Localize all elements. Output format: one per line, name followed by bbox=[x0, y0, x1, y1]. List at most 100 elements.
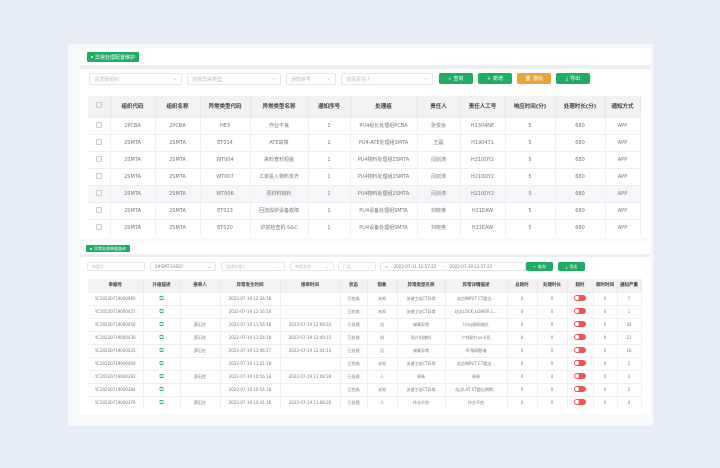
upgrade-cell[interactable]: ⧉ bbox=[143, 369, 181, 383]
column-header[interactable]: 处理时长(分) bbox=[555, 96, 606, 117]
type-select[interactable]: 选择异常类型 ⌄ bbox=[187, 73, 281, 85]
column-header[interactable]: 通知方式 bbox=[605, 96, 641, 117]
table-cell: 0 bbox=[537, 369, 568, 383]
table-row[interactable]: YC20220719000400 ⧉ 2022-07-19 11:01:18 已完成未… bbox=[88, 356, 642, 370]
timeout-toggle[interactable] bbox=[574, 295, 586, 301]
column-header[interactable]: 组织名称 bbox=[155, 96, 201, 117]
select-all-checkbox[interactable] bbox=[88, 96, 111, 117]
column-header[interactable]: 接单人 bbox=[180, 279, 221, 292]
upgrade-icon[interactable]: ⧉ bbox=[159, 294, 164, 302]
timeout-toggle[interactable] bbox=[574, 308, 586, 314]
column-header[interactable]: 责任人 bbox=[417, 96, 461, 117]
add-button[interactable]: + 新增 bbox=[478, 73, 512, 84]
column-header[interactable]: 状态 bbox=[340, 279, 368, 292]
table-row[interactable]: YC20220719000457 ⧉ 2022-07-19 12:16:18 已完成未… bbox=[88, 304, 642, 318]
table-row[interactable]: 2SMTA 2SMTA WT006 原材料缺料 1 PU4物料处理组2SMTA 闫剑涛 H21… bbox=[88, 184, 641, 202]
timeout-toggle[interactable] bbox=[574, 347, 586, 353]
table-row[interactable]: 2SMTA 2SMTA ET014 ATE故障 1 PU4-ATE处理组SMTA 王磊 H19… bbox=[88, 133, 641, 151]
upgrade-icon[interactable]: ⧉ bbox=[159, 359, 164, 367]
handler-select[interactable]: 选择处理人 ⌄ bbox=[221, 262, 285, 271]
column-header[interactable]: 异常类型名称 bbox=[397, 279, 446, 292]
table-cell: 0 bbox=[507, 304, 538, 318]
timeout-toggle[interactable] bbox=[574, 334, 586, 340]
upgrade-icon[interactable]: ⧉ bbox=[159, 346, 164, 354]
table-row[interactable]: YC20220719000392 ⧉ 薛石柱 2022-07-19 10:56:18 2… bbox=[88, 369, 642, 383]
bottom-query-button[interactable]: ⌕ 查询 bbox=[526, 262, 553, 271]
table-row[interactable]: YC20220719000384 ⧉ 2022-07-19 10:54:18 已完成未… bbox=[88, 382, 642, 396]
upgrade-cell[interactable]: ⧉ bbox=[143, 317, 181, 331]
column-header[interactable]: 责任人工号 bbox=[460, 96, 506, 117]
column-header[interactable]: 接单时间 bbox=[280, 279, 341, 292]
seq-select[interactable]: 通知序号 ⌄ bbox=[286, 73, 336, 85]
delete-button[interactable]: 🗑 删除 bbox=[517, 73, 551, 84]
line-select[interactable]: 2#SMT-2ASSY ⌄ bbox=[150, 262, 216, 271]
column-header[interactable]: 异常发生时间 bbox=[220, 279, 281, 292]
table-row[interactable]: YC20220719000376 ⧉ 薛石柱 2022-07-19 10:41:18 2… bbox=[88, 395, 642, 409]
upgrade-icon[interactable]: ⧉ bbox=[159, 398, 164, 406]
upgrade-cell[interactable]: ⧉ bbox=[143, 343, 181, 357]
column-header[interactable]: 处理组 bbox=[350, 96, 418, 117]
status-select[interactable]: 单据状态 ⌄ bbox=[290, 262, 334, 271]
owner-select[interactable]: 选择责任人 ⌄ bbox=[341, 73, 433, 85]
column-header[interactable]: 异常类型名称 bbox=[250, 96, 309, 117]
column-header[interactable]: 单据号 bbox=[88, 279, 144, 292]
date-range-picker[interactable]: ▫ 2022-07-11 12:57:22-2022-07-19 12:57:22 bbox=[380, 262, 526, 271]
table-cell: 闫剑涛 bbox=[417, 184, 461, 202]
upgrade-cell[interactable]: ⧉ bbox=[143, 382, 181, 396]
row-checkbox[interactable] bbox=[88, 201, 111, 219]
column-header[interactable]: 现象 bbox=[367, 279, 398, 292]
table-row[interactable]: YC20220719000456 ⧉ 薛石柱 2022-07-19 11:56:18 2… bbox=[88, 317, 642, 331]
query-button[interactable]: ⌕ 查询 bbox=[439, 73, 473, 84]
table-row[interactable]: 2SMTA 2SMTA WT004 来料宽料短装 1 PU4物料处理组2SMTA 闫剑涛 H2… bbox=[88, 150, 641, 168]
table-cell: 0 bbox=[593, 395, 618, 409]
upgrade-icon[interactable]: ⧉ bbox=[159, 372, 164, 380]
row-checkbox[interactable] bbox=[88, 184, 111, 202]
column-header[interactable]: 异常详情描述 bbox=[445, 279, 508, 292]
upgrade-cell[interactable]: ⧉ bbox=[143, 330, 181, 344]
timeout-toggle[interactable] bbox=[574, 386, 586, 392]
table-row[interactable]: YC20220719000460 ⧉ 2022-07-19 12:34:18 已完成未… bbox=[88, 291, 642, 305]
row-checkbox[interactable] bbox=[88, 116, 111, 134]
table-row[interactable]: 2SMTA 2SMTA ET023 回流焊炉设备故障 1 PU4设备处理组SMTA 刘晓英 H… bbox=[88, 201, 641, 219]
upgrade-cell[interactable]: ⧉ bbox=[143, 304, 181, 318]
table-row[interactable]: 2SMTA 2SMTA ET020 炉前检查机-S&C 1 PU4设备处理组SMTA 刘晓英… bbox=[88, 218, 641, 236]
export-button[interactable]: ⤓ 导出 bbox=[556, 73, 590, 84]
doc-no-input[interactable]: 单据号 bbox=[87, 262, 145, 271]
table-row[interactable]: 2SMTA 2SMTA WT007 工单投入物料未齐 1 PU4物料处理组2SMTA 闫剑涛… bbox=[88, 167, 641, 185]
upgrade-icon[interactable]: ⧉ bbox=[159, 307, 164, 315]
table-cell: ET014 bbox=[200, 133, 251, 151]
timeout-toggle[interactable] bbox=[574, 360, 586, 366]
column-header[interactable]: 通知序号 bbox=[308, 96, 351, 117]
column-header[interactable]: 组织代码 bbox=[110, 96, 156, 117]
table-cell: 0 bbox=[537, 330, 568, 344]
table-cell: 薛石柱 bbox=[180, 395, 221, 409]
upgrade-cell[interactable]: ⧉ bbox=[143, 291, 181, 305]
table-row[interactable]: YC20220719000425 ⧉ 薛石柱 2022-07-19 11:46:17 2… bbox=[88, 343, 642, 357]
row-checkbox[interactable] bbox=[88, 218, 111, 236]
column-header[interactable]: 处理时长 bbox=[537, 279, 568, 292]
column-header[interactable]: 通知严重 bbox=[617, 279, 642, 292]
column-header[interactable]: 异常类型代码 bbox=[200, 96, 251, 117]
upgrade-cell[interactable]: ⧉ bbox=[143, 395, 181, 409]
timeout-toggle[interactable] bbox=[574, 321, 586, 327]
column-header[interactable]: 超时 bbox=[567, 279, 594, 292]
column-header[interactable]: 升级描述 bbox=[143, 279, 181, 292]
timeout-toggle[interactable] bbox=[574, 373, 586, 379]
table-row[interactable]: 2PCBA 2PCBA HE3 作业不良 1 PU4组长处理组PCBA 张俊余 H1304NE… bbox=[88, 116, 641, 134]
upgrade-cell[interactable]: ⧉ bbox=[143, 356, 181, 370]
column-header[interactable]: 超时时间 bbox=[593, 279, 618, 292]
upgrade-icon[interactable]: ⧉ bbox=[159, 320, 164, 328]
upgrade-icon[interactable]: ⧉ bbox=[159, 333, 164, 341]
org-select[interactable]: 请选择组织 ⌄ bbox=[89, 73, 182, 85]
column-header[interactable]: 总耗时 bbox=[507, 279, 538, 292]
bottom-export-button[interactable]: ⤓ 导出 bbox=[558, 262, 585, 271]
row-checkbox[interactable] bbox=[88, 133, 111, 151]
row-checkbox[interactable] bbox=[88, 150, 111, 168]
plant-select[interactable]: 厂区 ⌄ bbox=[338, 262, 376, 271]
timeout-toggle[interactable] bbox=[574, 399, 586, 406]
row-checkbox[interactable] bbox=[88, 167, 111, 185]
table-cell: H1304NE bbox=[460, 116, 506, 134]
upgrade-icon[interactable]: ⧉ bbox=[159, 385, 164, 393]
table-row[interactable]: YC20220719000430 ⧉ 薛石柱 2022-07-19 11:54:18 2… bbox=[88, 330, 642, 344]
column-header[interactable]: 响应时间(分) bbox=[505, 96, 556, 117]
